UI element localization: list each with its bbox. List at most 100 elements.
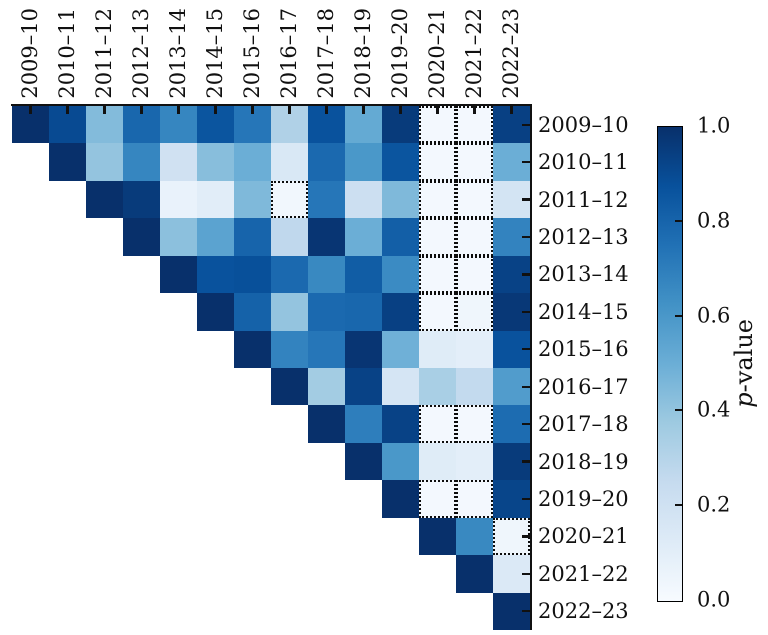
heatmap-cell xyxy=(234,293,271,331)
y-axis-tick xyxy=(522,348,530,351)
x-axis-tick xyxy=(436,106,439,114)
x-axis-label: 2022–23 xyxy=(499,8,523,99)
heatmap-cell-diagonal xyxy=(419,517,456,556)
y-axis-label: 2014–15 xyxy=(538,299,629,324)
heatmap-cell xyxy=(271,255,308,294)
heatmap-cell xyxy=(419,330,456,368)
heatmap-cell xyxy=(382,405,419,443)
not-significant-dotted-outline xyxy=(419,180,456,219)
heatmap-cell xyxy=(308,368,345,406)
heatmap-cell xyxy=(419,442,456,481)
x-axis-tick xyxy=(362,106,365,114)
colorbar-tick xyxy=(675,504,682,507)
heatmap-cell xyxy=(419,180,456,219)
colorbar-tick xyxy=(675,219,682,222)
heatmap-cell xyxy=(382,442,419,481)
heatmap-cell-diagonal xyxy=(271,368,308,406)
not-significant-dotted-outline xyxy=(456,180,493,219)
y-axis-tick xyxy=(522,160,530,164)
heatmap-cell xyxy=(456,330,493,368)
y-axis-label: 2019–20 xyxy=(538,487,629,511)
x-axis-tick xyxy=(177,106,180,114)
heatmap-cell xyxy=(197,143,234,181)
x-axis-label: 2019–20 xyxy=(388,8,412,99)
heatmap-cell xyxy=(382,293,419,331)
not-significant-dotted-outline xyxy=(456,218,493,256)
top-spine xyxy=(11,103,532,106)
not-significant-dotted-outline xyxy=(419,218,456,256)
heatmap-cell xyxy=(456,405,493,443)
heatmap-cell xyxy=(456,442,493,481)
y-axis-label: 2016–17 xyxy=(538,374,629,399)
x-axis-tick xyxy=(29,106,32,114)
not-significant-dotted-outline xyxy=(456,255,493,294)
not-significant-dotted-outline xyxy=(419,405,456,443)
y-axis-label: 2011–12 xyxy=(538,187,629,212)
y-axis-tick xyxy=(522,535,530,538)
heatmap-cell-diagonal xyxy=(234,330,271,368)
heatmap-cell-diagonal xyxy=(49,143,86,181)
x-axis-tick xyxy=(325,106,328,114)
heatmap-cell xyxy=(419,480,456,518)
x-axis-tick xyxy=(399,106,402,114)
y-axis-tick xyxy=(522,385,530,388)
heatmap-cell xyxy=(456,480,493,518)
heatmap-cell xyxy=(271,180,308,219)
heatmap-cell xyxy=(456,293,493,331)
y-axis-label: 2009–10 xyxy=(538,112,629,137)
y-axis-tick xyxy=(522,123,530,126)
right-spine xyxy=(530,103,533,631)
y-axis-tick xyxy=(522,610,530,613)
colorbar-tick-label: 0.0 xyxy=(697,587,731,612)
x-axis-tick xyxy=(103,106,106,114)
heatmap-cell-diagonal xyxy=(308,405,345,443)
heatmap-cell xyxy=(419,218,456,256)
x-axis-label: 2015–16 xyxy=(240,8,264,99)
heatmap-cell xyxy=(419,293,456,331)
not-significant-dotted-outline xyxy=(419,255,456,294)
y-axis-label: 2010–11 xyxy=(538,150,629,175)
y-axis-tick xyxy=(522,273,530,276)
heatmap-cell-diagonal xyxy=(197,293,234,331)
heatmap-cell xyxy=(271,293,308,331)
heatmap-cell xyxy=(456,218,493,256)
x-axis-label: 2013–14 xyxy=(166,8,190,99)
x-axis-label: 2018–19 xyxy=(351,8,375,99)
heatmap-cell xyxy=(308,255,345,294)
x-axis-tick xyxy=(473,106,476,114)
heatmap-cell xyxy=(345,330,382,368)
colorbar-tick-label: 1.0 xyxy=(697,113,731,138)
heatmap-cell xyxy=(234,255,271,294)
not-significant-dotted-outline xyxy=(456,293,493,331)
heatmap-cell xyxy=(382,330,419,368)
y-axis-tick xyxy=(522,460,530,463)
heatmap-cell-diagonal xyxy=(382,480,419,518)
y-axis-tick xyxy=(522,422,530,426)
x-axis-label: 2021–22 xyxy=(462,8,486,99)
colorbar-tick xyxy=(675,314,682,317)
x-axis-label: 2009–10 xyxy=(18,8,42,99)
y-axis-tick xyxy=(522,198,530,201)
heatmap-cell xyxy=(345,293,382,331)
heatmap-cell-diagonal xyxy=(345,442,382,481)
not-significant-dotted-outline xyxy=(456,143,493,181)
x-axis-label: 2014–15 xyxy=(203,8,227,99)
heatmap-cell xyxy=(345,368,382,406)
colorbar-tick xyxy=(675,409,682,412)
colorbar-label: p-value xyxy=(730,318,758,408)
heatmap-cell xyxy=(345,218,382,256)
y-axis-tick xyxy=(522,572,530,576)
heatmap-cell xyxy=(271,143,308,181)
heatmap-cell xyxy=(308,180,345,219)
heatmap-cell xyxy=(345,143,382,181)
not-significant-dotted-outline xyxy=(419,480,456,518)
y-axis-label: 2022–23 xyxy=(538,599,629,624)
heatmap-cell xyxy=(345,405,382,443)
x-axis-tick xyxy=(251,106,254,114)
heatmap-cell-diagonal xyxy=(456,555,493,593)
heatmap-cell xyxy=(456,368,493,406)
heatmap-cell xyxy=(123,143,160,181)
y-axis-tick xyxy=(522,235,530,239)
x-axis-tick xyxy=(288,106,291,114)
